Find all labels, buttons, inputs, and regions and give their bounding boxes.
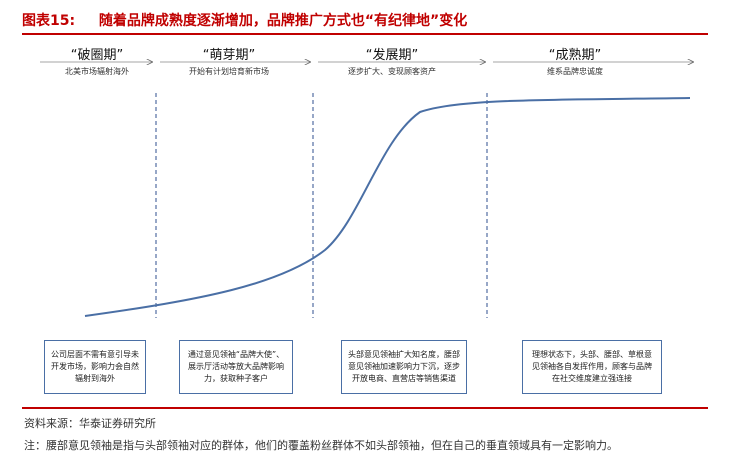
- stage-sub-sprout: 开始有计划培育新市场: [189, 67, 269, 76]
- stage-sub-mature: 维系品牌忠诚度: [547, 67, 603, 76]
- stage-description-breakout: 公司层面不需有意引导未开发市场，影响力会自然辐射到海外: [44, 340, 146, 394]
- stage-description-growth: 头部意见领袖扩大知名度，腰部意见领袖加速影响力下沉，逐步开放电商、直营店等销售渠…: [341, 340, 467, 394]
- stage-description-mature: 理想状态下，头部、腰部、草根意见领袖各自发挥作用，顾客与品牌在社交维度建立强连接: [522, 340, 662, 394]
- stage-description-sprout: 通过意见领袖“品牌大使”、展示厅活动等放大品牌影响力，获取种子客户: [179, 340, 293, 394]
- figure-title: 图表15: 随着品牌成熟度逐渐增加，品牌推广方式也“有纪律地”变化: [22, 10, 467, 30]
- growth-curve: [84, 97, 691, 317]
- source-note: 资料来源：华泰证券研究所: [24, 417, 156, 430]
- bottom-rule: [22, 407, 708, 409]
- stage-sub-growth: 逐步扩大、变现顾客资产: [348, 67, 436, 76]
- figure-label: 图表15:: [22, 13, 76, 29]
- growth-diagram: “破圈期” 北美市场辐射海外 “萌芽期” 开始有计划培育新市场 “发展期” 逐步…: [40, 0, 742, 394]
- top-rule: [22, 33, 708, 35]
- stage-name-sprout: “萌芽期”: [202, 48, 256, 63]
- stage-sub-breakout: 北美市场辐射海外: [65, 67, 129, 76]
- diagram-svg: [40, 0, 742, 318]
- footnote: 注：腰部意见领袖是指与头部领袖对应的群体，他们的覆盖粉丝群体不如头部领袖，但在自…: [24, 439, 618, 452]
- stage-name-mature: “成熟期”: [548, 48, 602, 63]
- stage-name-breakout: “破圈期”: [70, 48, 124, 63]
- stage-name-growth: “发展期”: [365, 48, 419, 63]
- figure-title-text: 随着品牌成熟度逐渐增加，品牌推广方式也“有纪律地”变化: [98, 13, 468, 29]
